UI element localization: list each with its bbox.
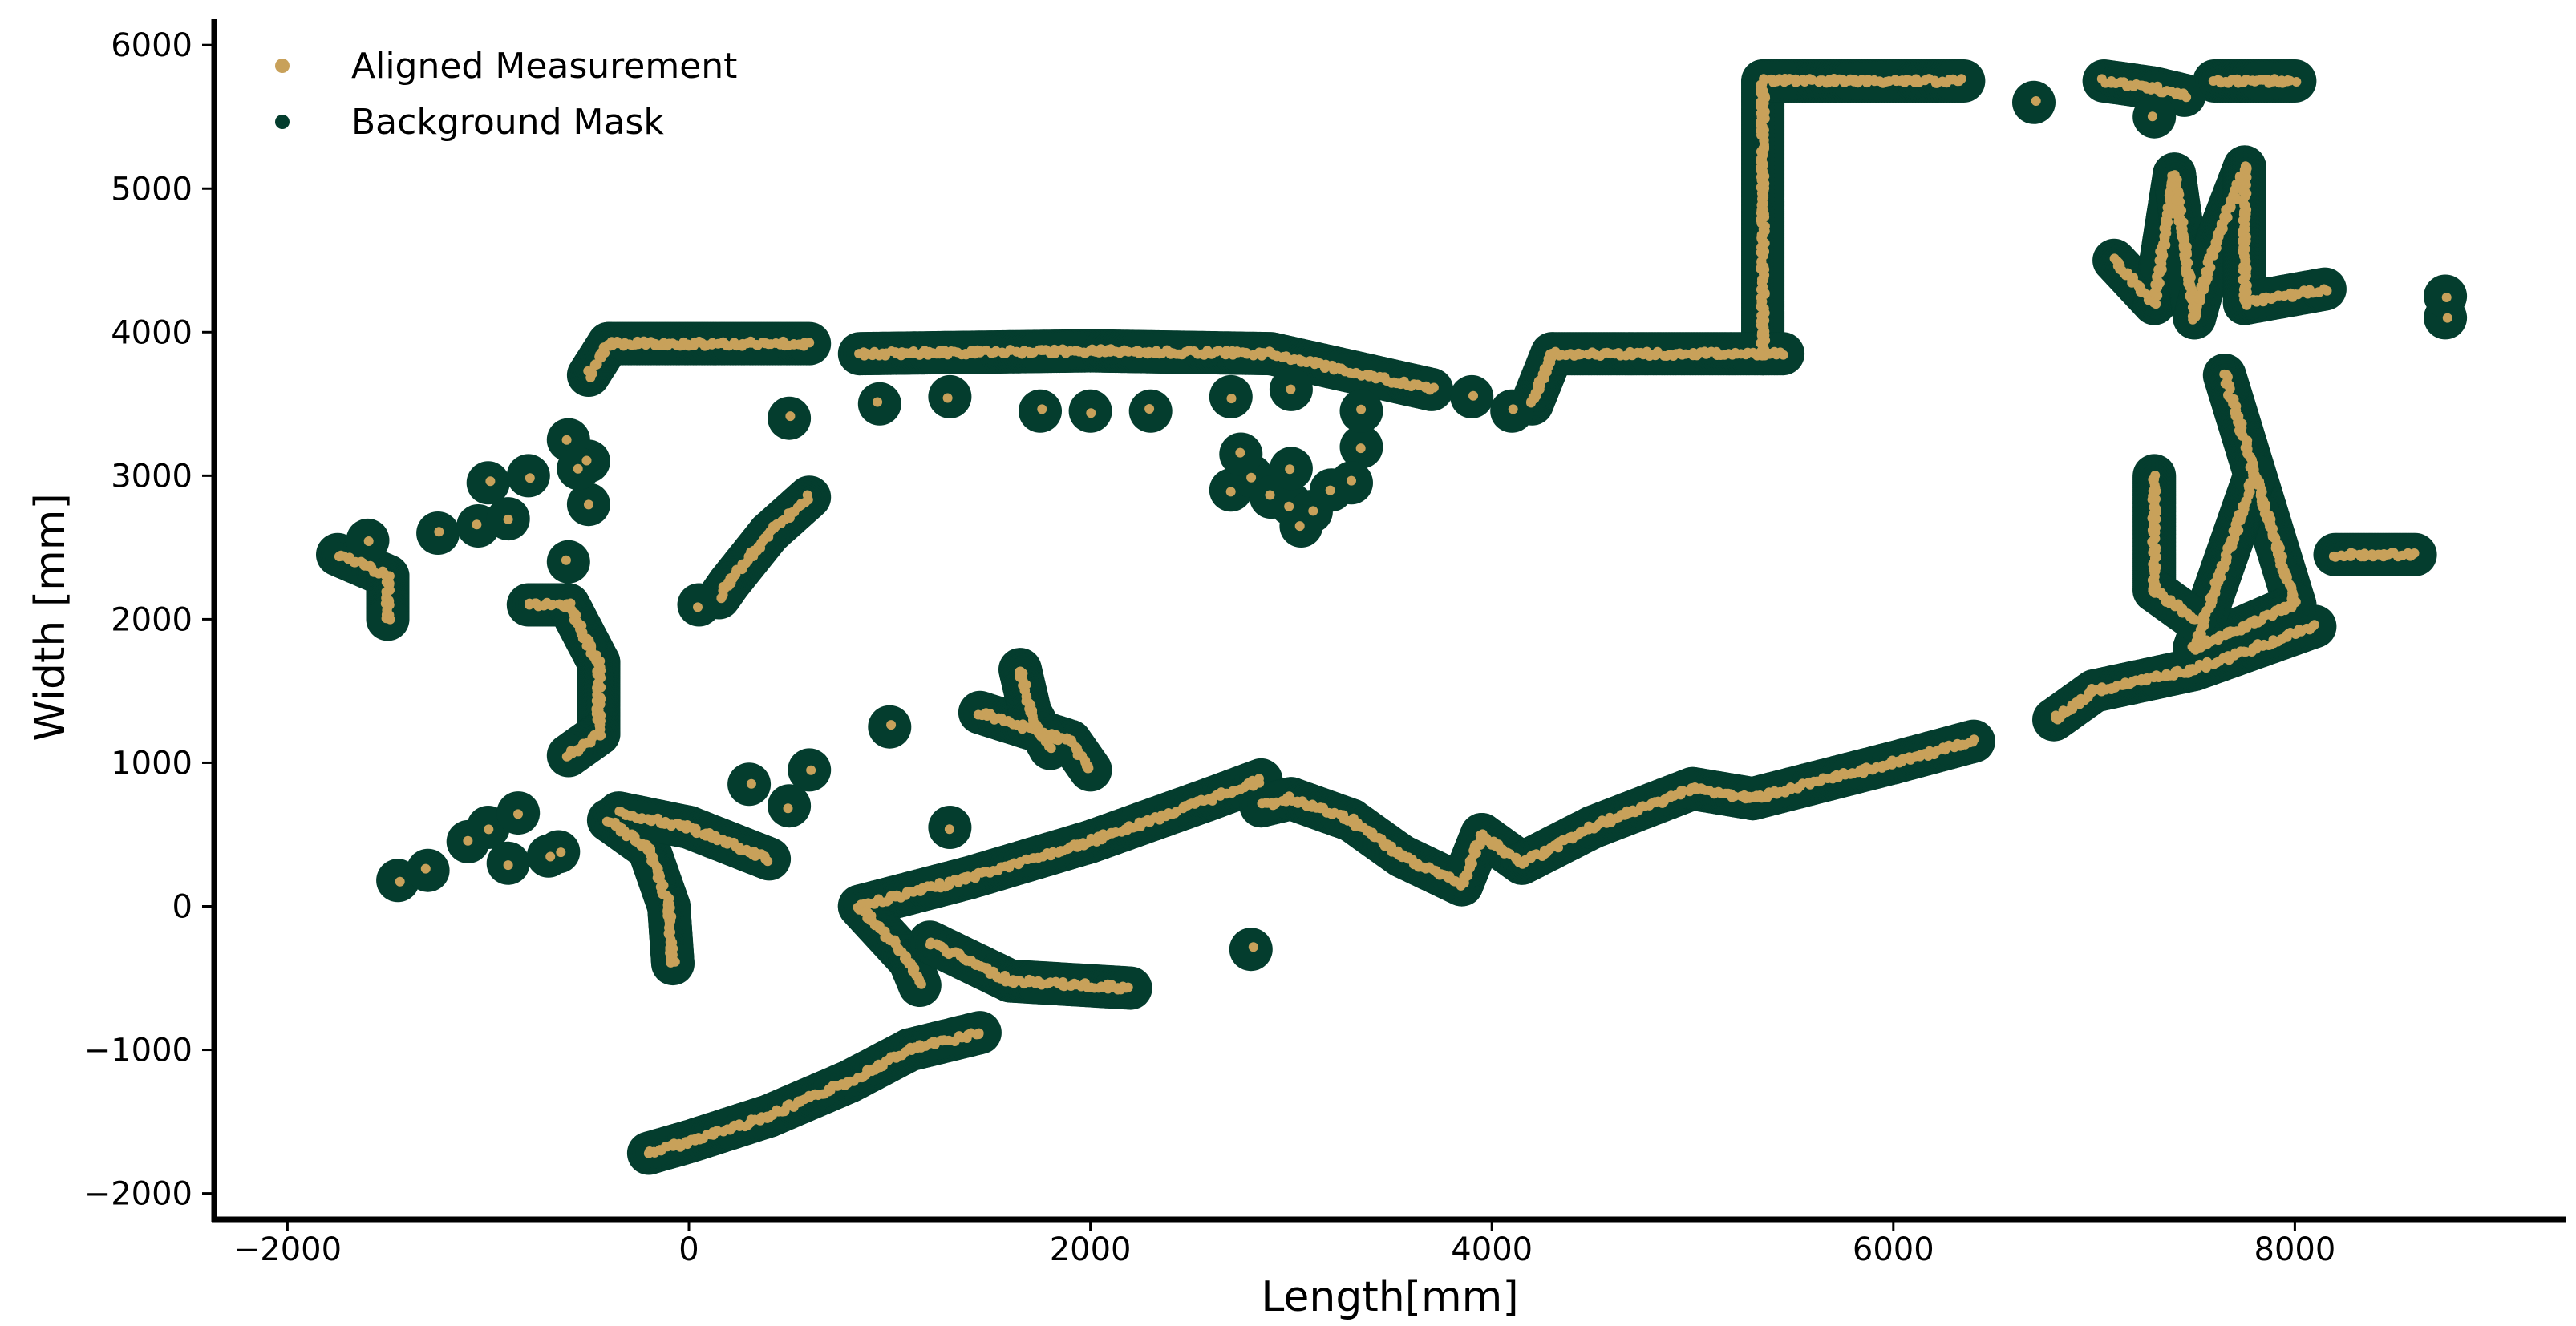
aligned-measurement-layer: [334, 74, 2452, 1158]
measurement-point: [1956, 74, 1966, 84]
measurement-point: [916, 979, 926, 989]
measurement-point: [1576, 350, 1586, 359]
background-mask-layer: [316, 59, 2468, 1175]
measurement-point: [1778, 350, 1788, 360]
measurement-point: [2250, 470, 2260, 480]
measurement-point: [1969, 734, 1979, 745]
measurement-point: [1806, 75, 1817, 85]
measurement-point: [763, 856, 773, 867]
measurement-point: [1428, 382, 1439, 393]
measurement-point: [1729, 791, 1740, 802]
measurement-point: [974, 1028, 984, 1038]
measurement-point: [804, 338, 815, 348]
measurement-point: [2309, 620, 2319, 630]
measurement-point: [561, 751, 572, 762]
measurement-point: [1123, 982, 1133, 992]
measurement-point: [1241, 347, 1251, 358]
measurement-point: [666, 957, 676, 968]
measurement-point: [636, 815, 646, 824]
measurement-point: [1254, 774, 1264, 784]
measurement-point: [2188, 614, 2198, 625]
